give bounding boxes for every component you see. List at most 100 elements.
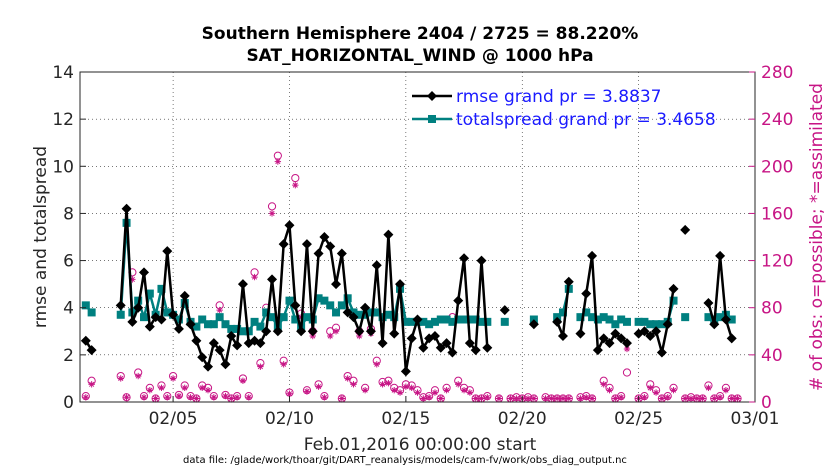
rmse-point	[185, 319, 196, 330]
totalspread-point	[378, 313, 387, 322]
rmse-point	[121, 203, 132, 214]
obs-assimilated-marker	[431, 389, 439, 396]
y-tick-label: 14	[52, 63, 74, 83]
totalspread-point	[116, 310, 125, 319]
obs-assimilated-marker	[181, 384, 188, 392]
obs-assimilated-marker	[245, 394, 252, 401]
rmse-point	[482, 342, 493, 353]
rmse-point	[360, 302, 371, 313]
obs-assimilated-marker	[583, 394, 590, 401]
obs-assimilated-marker	[396, 389, 404, 396]
rmse-point	[203, 361, 214, 372]
rmse-point	[412, 314, 423, 325]
rmse-point	[115, 300, 126, 311]
rmse-point	[610, 328, 621, 339]
rmse-point	[214, 345, 225, 356]
obs-assimilated-marker	[286, 390, 293, 397]
rmse-point	[179, 290, 190, 301]
chart-title-line1: Southern Hemisphere 2404 / 2725 = 88.220…	[202, 24, 639, 44]
totalspread-point	[436, 315, 445, 324]
totalspread-point	[163, 308, 172, 317]
x-tick-label: 02/15	[381, 409, 430, 429]
obs-assimilated-marker	[350, 381, 357, 388]
rmse-point	[208, 338, 219, 349]
rmse-point	[377, 338, 388, 349]
totalspread-point	[157, 284, 166, 293]
rmse-point	[191, 335, 202, 346]
rmse-point	[598, 333, 609, 344]
totalspread-point	[582, 308, 591, 317]
obs-assimilated-marker	[379, 381, 386, 388]
rmse-point	[342, 307, 353, 318]
rmse-point	[168, 309, 179, 320]
obs-assimilated-marker	[280, 361, 287, 368]
y-tick-label: 6	[63, 252, 74, 272]
obs-assimilated-marker	[402, 383, 410, 390]
plot-area	[80, 72, 755, 402]
rmse-point	[220, 359, 231, 370]
obs-assimilated-marker	[711, 395, 718, 402]
totalspread-point	[145, 289, 154, 298]
obs-assimilated-marker	[222, 392, 229, 400]
rmse-point	[604, 338, 615, 349]
obs-assimilated-marker	[734, 395, 741, 402]
y2-tick-label: 120	[761, 252, 793, 272]
rmse-point	[528, 319, 539, 330]
totalspread-point	[320, 296, 329, 305]
obs-assimilated-marker	[647, 384, 654, 392]
totalspread-point	[262, 308, 271, 317]
obs-assimilated-marker	[420, 395, 427, 402]
obs-assimilated-marker	[175, 392, 183, 400]
x-axis-label: Feb.01,2016 00:00:00 start	[304, 435, 537, 455]
totalspread-point	[291, 315, 300, 324]
obs-assimilated-marker	[169, 375, 177, 382]
x-axis-ticks: 02/05 02/10 02/15 02/20 02/25 03/01	[149, 396, 780, 429]
rmse-point	[144, 321, 155, 332]
rmse-point	[668, 283, 679, 294]
x-tick-label: 03/01	[731, 409, 780, 429]
x-tick-label: 02/10	[265, 409, 314, 429]
obs-assimilated-marker	[385, 379, 392, 387]
legend-rmse-label: rmse grand pr = 3.8837	[456, 87, 661, 107]
x-tick-label: 02/20	[498, 409, 547, 429]
totalspread-point	[401, 317, 410, 326]
obs-assimilated-marker	[338, 395, 346, 402]
rmse-point	[429, 331, 440, 341]
rmse-point	[400, 366, 411, 377]
rmse-point	[197, 352, 208, 363]
totalspread-point	[285, 296, 294, 305]
obs-assimilated-marker	[478, 395, 485, 402]
y-axis-label: rmse and totalspread	[31, 146, 51, 328]
rmse-point	[261, 326, 272, 337]
rmse-point	[592, 345, 603, 356]
y2-tick-label: 200	[761, 157, 793, 177]
obs-assimilated-marker	[716, 394, 724, 401]
plot-frame	[79, 71, 756, 403]
totalspread-point	[617, 315, 626, 324]
obs-assimilated-marker	[274, 158, 282, 165]
rmse-point	[319, 232, 330, 242]
totalspread-point	[634, 317, 643, 326]
obs-assimilated-marker	[158, 384, 165, 392]
obs-assimilated-marker	[123, 394, 130, 401]
totalspread-point	[250, 317, 259, 326]
totalspread-point	[611, 320, 620, 329]
totalspread-point	[227, 324, 236, 333]
x-tick-label: 02/05	[149, 409, 198, 429]
totalspread-point	[727, 315, 736, 324]
rmse-point	[720, 314, 731, 325]
obs-assimilated-marker	[705, 384, 712, 392]
obs-assimilated-marker	[437, 395, 444, 402]
rmse-point	[325, 241, 336, 252]
rmse-point	[587, 250, 598, 261]
rmse-point	[139, 267, 150, 278]
obs-assimilated-marker	[693, 395, 701, 402]
totalspread-point	[337, 301, 346, 310]
obs-assimilated-marker	[722, 387, 730, 394]
rmse-point	[552, 316, 563, 327]
obs-assimilated-marker	[658, 395, 666, 402]
rmse-point	[86, 345, 97, 356]
rmse-point	[726, 333, 737, 344]
totalspread-point	[716, 313, 725, 322]
y2-tick-label: 40	[761, 346, 783, 366]
